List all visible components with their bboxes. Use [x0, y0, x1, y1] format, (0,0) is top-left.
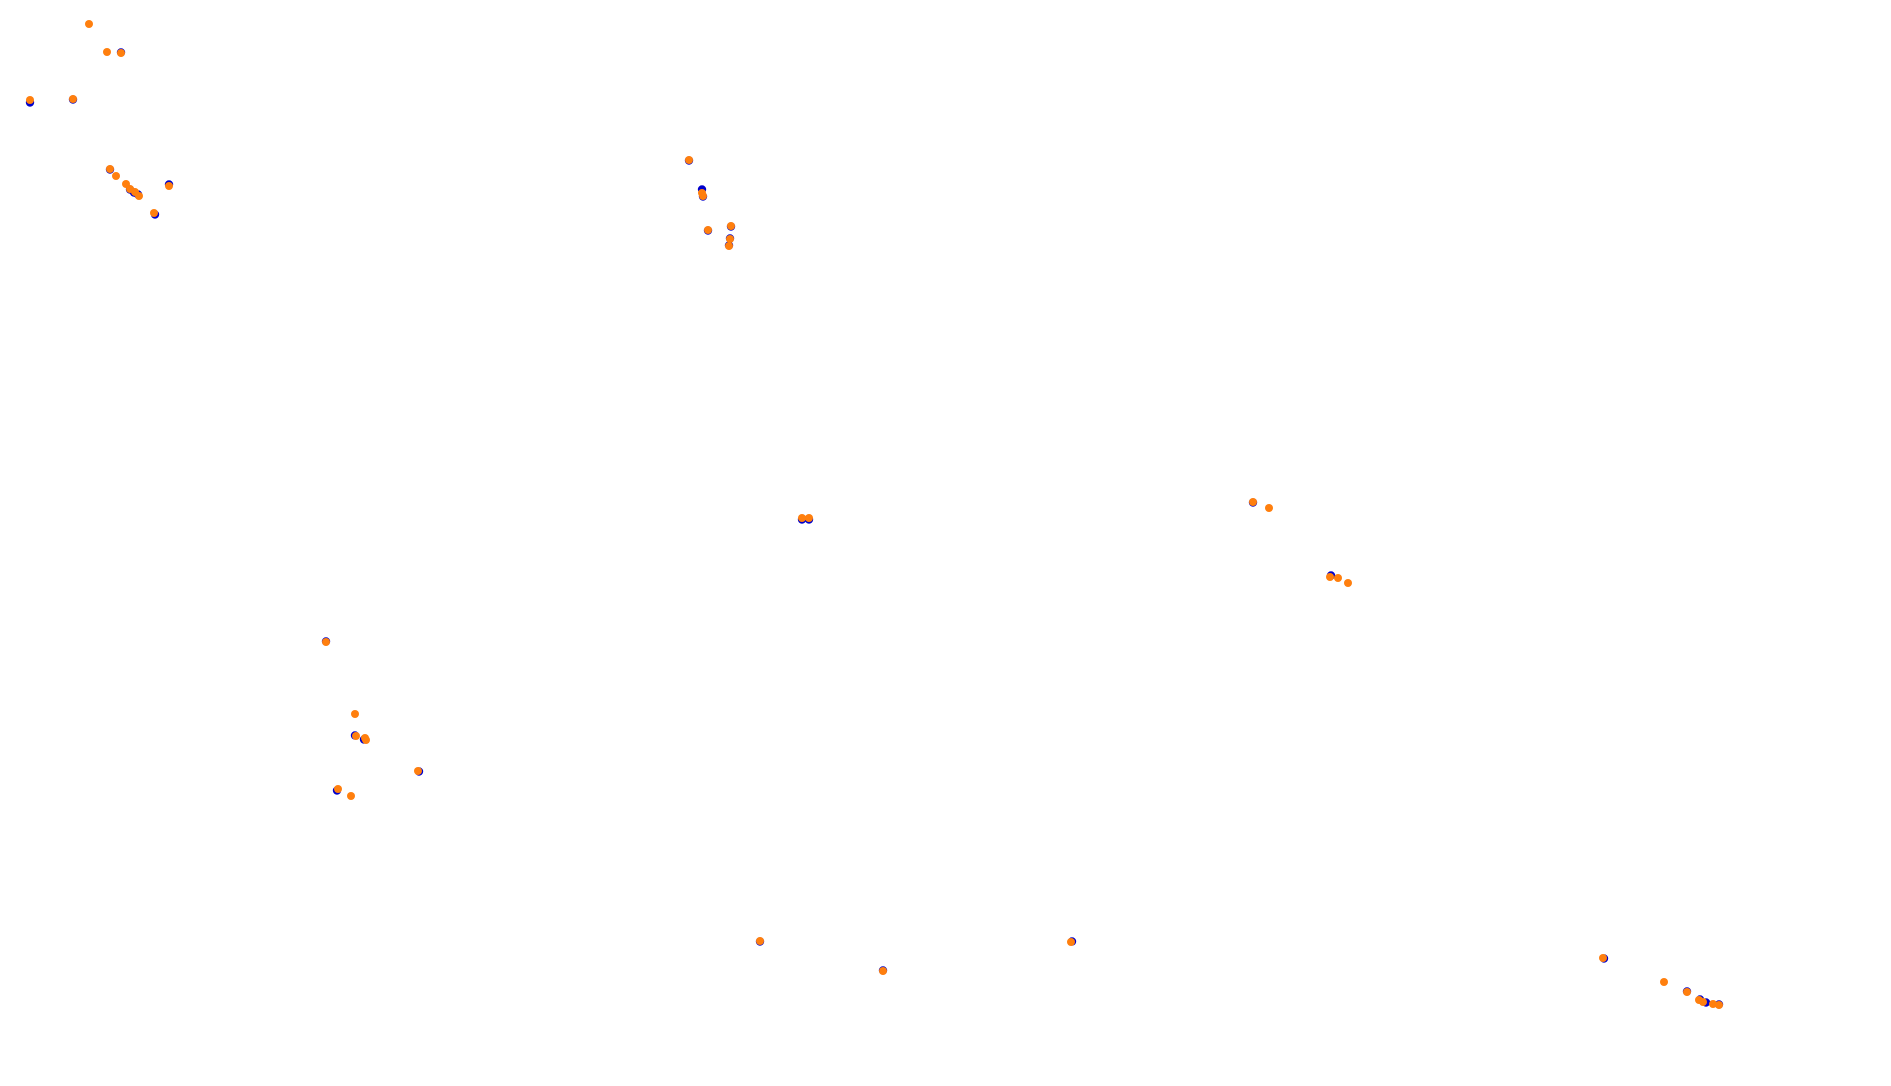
scatter-point-b-10: [135, 192, 143, 200]
scatter-point-b-13: [334, 785, 342, 793]
scatter-point-b-28: [756, 937, 764, 945]
scatter-point-b-11: [150, 209, 158, 217]
scatter-point-b-1: [69, 95, 77, 103]
series-a-points: [25, 48, 1724, 1009]
scatter-point-b-24: [704, 226, 712, 234]
series-b-points: [26, 20, 1723, 1009]
scatter-point-b-29: [798, 514, 806, 522]
scatter-point-b-3: [103, 48, 111, 56]
scatter-point-b-19: [322, 638, 330, 646]
scatter-point-b-27: [727, 222, 735, 230]
scatter-point-b-39: [1660, 978, 1668, 986]
scatter-point-b-6: [112, 172, 120, 180]
scatter-point-b-2: [85, 20, 93, 28]
scatter-point-b-15: [352, 732, 360, 740]
scatter-point-b-23: [699, 192, 707, 200]
scatter-point-b-31: [879, 967, 887, 975]
scatter-point-b-36: [1334, 574, 1342, 582]
scatter-point-b-14: [347, 792, 355, 800]
scatter-point-b-32: [1067, 938, 1075, 946]
scatter-point-b-17: [362, 736, 370, 744]
scatter-point-b-35: [1326, 573, 1334, 581]
scatter-point-b-4: [117, 49, 125, 57]
scatter-point-b-37: [1344, 579, 1352, 587]
scatter-point-b-44: [1715, 1001, 1723, 1009]
scatter-point-b-42: [1699, 998, 1707, 1006]
scatter-point-b-33: [1249, 498, 1257, 506]
scatter-point-b-12: [165, 182, 173, 190]
scatter-point-b-34: [1265, 504, 1273, 512]
scatter-point-b-20: [414, 767, 422, 775]
scatter-point-b-26: [726, 235, 734, 243]
scatter-point-b-21: [685, 156, 693, 164]
scatter-point-b-30: [805, 514, 813, 522]
scatter-point-b-5: [106, 165, 114, 173]
scatter-point-b-25: [725, 242, 733, 250]
scatter-point-b-40: [1683, 988, 1691, 996]
scatter-point-b-18: [351, 710, 359, 718]
scatter-point-b-0: [26, 96, 34, 104]
scatter-point-b-43: [1709, 1000, 1717, 1008]
scatter-point-b-38: [1599, 954, 1607, 962]
